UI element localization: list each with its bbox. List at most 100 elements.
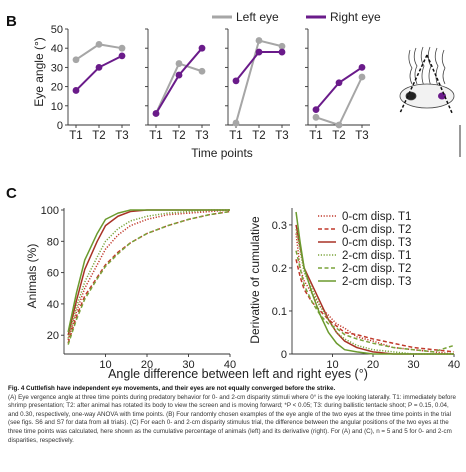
y-tick-label: 50: [51, 24, 63, 36]
x-tick-label: 30: [182, 359, 194, 371]
legend-label: 0-cm disp. T1: [342, 211, 411, 223]
caption-title: Fig. 4 Cuttlefish have independent eye m…: [8, 385, 336, 392]
right-eye-point: [72, 87, 80, 94]
x-tick-label: T3: [195, 130, 208, 142]
left-eye-point: [118, 44, 126, 52]
y-tick-label: 0.3: [272, 220, 287, 232]
left-eye-point: [72, 56, 80, 64]
y-tick-label: 40: [47, 299, 59, 311]
right-eye-point: [312, 106, 320, 114]
left-eye-point: [175, 60, 183, 67]
x-tick-label: 40: [448, 359, 460, 371]
x-tick-label: T1: [229, 130, 242, 142]
x-tick-label: T1: [69, 130, 82, 142]
x-tick-label: T2: [172, 130, 185, 142]
cuttlefish-eye-diagram: [399, 46, 455, 114]
panel-c-legend: 0-cm disp. T10-cm disp. T20-cm disp. T32…: [318, 211, 411, 288]
x-tick-label: T2: [332, 130, 345, 142]
left-eye-point: [198, 67, 206, 75]
panel-b-subplot-2: T1 T2 T3: [145, 28, 210, 142]
panel-c-left-ylabel: Animals (%): [25, 244, 39, 309]
scrollbar-thumb[interactable]: [459, 125, 461, 157]
right-eye-point: [278, 48, 286, 56]
legend-left-eye-label: Left eye: [236, 10, 279, 24]
x-tick-label: T1: [309, 130, 322, 142]
right-eye-point: [118, 52, 126, 60]
y-tick-label: 60: [47, 268, 59, 280]
y-tick-label: 20: [51, 82, 63, 94]
y-tick-label: 30: [51, 62, 63, 74]
right-eye-point: [358, 64, 366, 71]
right-eye-point: [95, 64, 103, 71]
legend-label: 2-cm disp. T1: [342, 250, 411, 262]
y-tick-label: 40: [51, 43, 63, 55]
right-eye-line: [75, 54, 123, 92]
panel-c-cumulative-plot: 20 40 60 80 100 10 20 30 40: [41, 205, 236, 371]
series-line: [67, 210, 231, 345]
x-tick-label: 10: [99, 359, 111, 371]
left-eye-point: [278, 42, 286, 50]
x-tick-label: 20: [367, 359, 379, 371]
series-line: [67, 210, 231, 344]
right-eye-point: [175, 71, 183, 79]
y-tick-label: 100: [41, 205, 59, 217]
left-eye-point: [95, 40, 103, 48]
panel-b-subplot-1: 0 10 20 30 40 50 T1 T2 T3: [51, 24, 130, 142]
x-tick-label: 40: [224, 359, 236, 371]
right-eye-point: [255, 48, 263, 56]
right-eye-point: [152, 110, 160, 117]
x-tick-label: T1: [149, 130, 162, 142]
series-line: [67, 209, 230, 333]
panel-b-ylabel: Eye angle (°): [32, 37, 46, 107]
legend-right-eye-label: Right eye: [330, 10, 381, 24]
x-tick-label: 10: [326, 359, 338, 371]
x-tick-label: 20: [141, 359, 153, 371]
x-tick-label: T2: [252, 130, 265, 142]
cuttlefish-right-eye-icon: [438, 92, 446, 100]
panel-letter-c: C: [6, 185, 17, 202]
right-eye-point: [232, 77, 240, 85]
right-eye-point: [335, 79, 343, 87]
left-eye-point: [335, 121, 343, 129]
panel-c-derivative-plot: 0 0.1 0.2 0.3 10 20 30 40: [272, 211, 460, 371]
panel-c-xlabel: Angle difference between left and right …: [108, 367, 368, 381]
figure-caption: Fig. 4 Cuttlefish have independent eye m…: [8, 385, 460, 445]
x-tick-label: T3: [355, 130, 368, 142]
left-eye-point: [358, 73, 366, 81]
x-tick-label: T3: [115, 130, 128, 142]
legend-label: 2-cm disp. T3: [342, 276, 411, 288]
right-eye-point: [198, 44, 206, 52]
x-tick-label: T3: [275, 130, 288, 142]
left-eye-point: [255, 37, 263, 44]
series-line: [295, 259, 455, 353]
right-eye-line: [315, 66, 363, 111]
series-line: [67, 209, 230, 339]
caption-body: (A) Eye vergence angle at three time poi…: [8, 393, 456, 444]
y-tick-label: 20: [47, 330, 59, 342]
right-eye-line: [235, 51, 282, 82]
y-tick-label: 10: [51, 101, 63, 113]
y-tick-label: 0: [281, 349, 287, 361]
left-eye-line: [155, 62, 203, 114]
y-tick-label: 80: [47, 236, 59, 248]
series-line: [67, 209, 230, 336]
panel-b-subplot-3: T1 T2 T3: [225, 28, 290, 142]
left-eye-point: [312, 113, 320, 121]
panel-letter-b: B: [6, 13, 17, 30]
panel-b-subplots: 0 10 20 30 40 50 T1 T2 T3 T1 T2 T3 T1 T2 T3 T1 T2 T3: [51, 24, 370, 142]
x-tick-label: T2: [92, 130, 105, 142]
y-tick-label: 0.1: [272, 306, 287, 318]
y-tick-label: 0.2: [272, 263, 287, 275]
panel-b-legend: Left eye Right eye: [212, 10, 381, 24]
cuttlefish-left-eye-icon: [405, 91, 417, 101]
right-eye-line: [155, 47, 203, 114]
y-tick-label: 0: [57, 120, 63, 132]
legend-label: 2-cm disp. T2: [342, 263, 411, 275]
legend-label: 0-cm disp. T3: [342, 237, 411, 249]
panel-c-right-ylabel: Derivative of cumulative: [248, 216, 262, 344]
series-line: [295, 233, 455, 355]
panel-b-xlabel: Time points: [191, 146, 253, 160]
series-line: [67, 209, 231, 341]
panel-b-subplot-4: T1 T2 T3: [305, 28, 370, 142]
